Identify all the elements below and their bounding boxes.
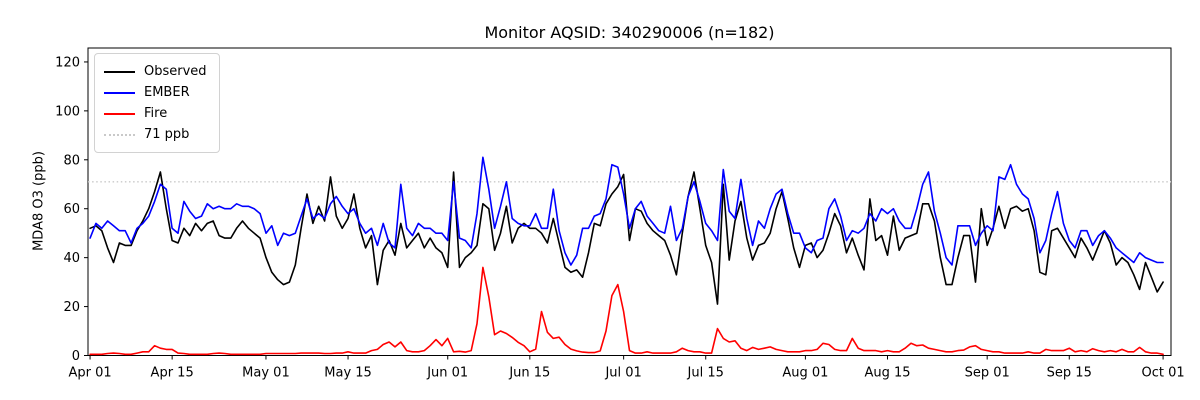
y-tick-label: 20 bbox=[63, 300, 80, 315]
x-tick-label: Jun 15 bbox=[508, 366, 550, 381]
legend: Observed EMBER Fire 71 ppb bbox=[94, 53, 220, 153]
x-tick-label: Sep 01 bbox=[965, 366, 1010, 381]
x-tick-label: May 15 bbox=[324, 366, 372, 381]
legend-label-fire: Fire bbox=[144, 106, 168, 121]
fire-line-sample bbox=[104, 112, 135, 115]
legend-label-threshold: 71 ppb bbox=[144, 127, 190, 142]
series-line-fire bbox=[89, 266, 1164, 356]
x-tick-label: Jul 01 bbox=[604, 366, 641, 381]
legend-item-fire: Fire bbox=[104, 103, 207, 124]
chart-title: Monitor AQSID: 340290006 (n=182) bbox=[484, 23, 775, 42]
y-tick-label: 40 bbox=[63, 251, 80, 266]
y-tick-label: 80 bbox=[63, 153, 80, 168]
legend-item-threshold: 71 ppb bbox=[104, 124, 207, 145]
y-axis-label: MDA8 O3 (ppb) bbox=[31, 151, 47, 251]
y-tick-label: 60 bbox=[63, 202, 80, 217]
y-tick-label: 100 bbox=[55, 104, 80, 119]
legend-item-observed: Observed bbox=[104, 61, 207, 82]
series-line-ember bbox=[89, 156, 1164, 266]
observed-line-sample bbox=[104, 70, 135, 73]
x-tick-label: Oct 01 bbox=[1142, 366, 1185, 381]
x-tick-label: Apr 01 bbox=[68, 366, 111, 381]
x-tick-label: Aug 15 bbox=[864, 366, 910, 381]
x-tick-label: Sep 15 bbox=[1047, 366, 1092, 381]
y-tick-label: 0 bbox=[72, 349, 80, 364]
x-tick-label: Apr 15 bbox=[151, 366, 194, 381]
legend-item-ember: EMBER bbox=[104, 82, 207, 103]
series-line-observed bbox=[89, 171, 1164, 305]
ember-line-sample bbox=[104, 91, 135, 94]
threshold-line-sample bbox=[104, 133, 135, 136]
legend-label-ember: EMBER bbox=[144, 85, 190, 100]
y-tick-label: 120 bbox=[55, 55, 80, 70]
x-tick-label: Jul 15 bbox=[687, 366, 724, 381]
x-tick-label: Aug 01 bbox=[782, 366, 828, 381]
axes-spines bbox=[87, 47, 1172, 356]
x-tick-label: Jun 01 bbox=[426, 366, 468, 381]
legend-label-observed: Observed bbox=[144, 64, 207, 79]
x-tick-label: May 01 bbox=[242, 366, 290, 381]
